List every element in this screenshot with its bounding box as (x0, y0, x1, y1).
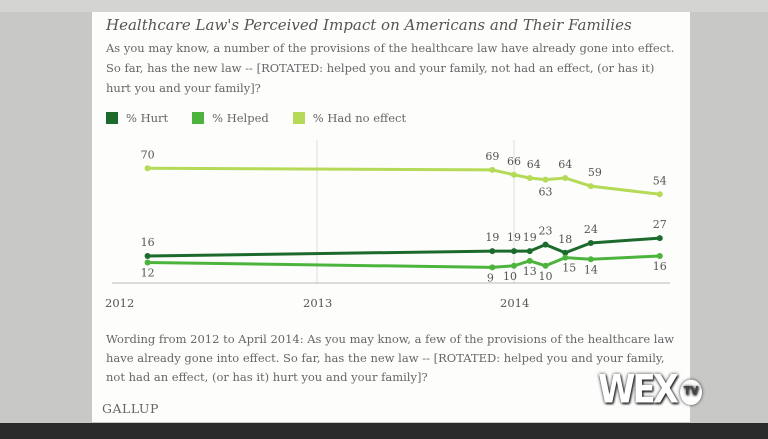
legend-label: % Hurt (126, 111, 169, 125)
data-point (144, 165, 151, 172)
data-point (542, 262, 549, 269)
logo-text: WEX (598, 367, 679, 413)
data-label: 18 (558, 233, 572, 246)
data-label: 19 (523, 231, 537, 244)
data-label: 23 (539, 225, 553, 238)
data-point (542, 176, 549, 183)
data-label: 19 (485, 231, 499, 244)
data-point (562, 175, 569, 181)
data-label: 19 (507, 231, 521, 244)
chart-card: Healthcare Law's Perceived Impact on Ame… (92, 12, 690, 422)
wording-footnote: Wording from 2012 to April 2014: As you … (106, 332, 675, 384)
data-point (511, 262, 517, 269)
data-point (511, 171, 517, 178)
data-label: 66 (507, 155, 521, 168)
data-point (656, 235, 663, 242)
series-line (147, 254, 660, 269)
data-label: 15 (562, 262, 576, 275)
data-label: 54 (653, 174, 667, 187)
wex-tv-logo: WEX TV (598, 367, 702, 413)
legend-label: % Helped (212, 111, 269, 125)
data-point (562, 249, 569, 256)
data-label: 10 (503, 270, 517, 283)
data-point (562, 254, 569, 261)
data-label: 27 (653, 218, 667, 231)
data-label: 12 (141, 267, 155, 280)
data-label: 13 (523, 265, 537, 278)
legend-item-hurt: % Hurt (106, 111, 168, 125)
data-point (526, 175, 533, 181)
data-point (526, 248, 533, 255)
legend-item-no-effect: % Had no effect (292, 111, 407, 125)
chart-title: Healthcare Law's Perceived Impact on Ame… (106, 16, 632, 34)
data-label: 14 (584, 263, 598, 276)
data-label: 70 (141, 148, 155, 161)
legend: % Hurt % Helped % Had no effect (106, 111, 406, 125)
gallup-logo: GALLUP (102, 401, 159, 416)
legend-label: % Had no effect (312, 111, 407, 125)
data-point (144, 253, 151, 259)
x-tick-label: 2014 (500, 296, 529, 310)
series-line (147, 236, 660, 258)
series-line (147, 166, 660, 196)
data-label: 10 (539, 270, 553, 283)
data-point (511, 248, 517, 255)
data-point (656, 253, 663, 259)
data-label: 69 (485, 150, 499, 163)
data-point (542, 241, 549, 248)
blurred-background (0, 0, 768, 12)
logo-tv-badge: TV (679, 379, 702, 405)
data-label: 9 (487, 271, 494, 284)
x-tick-label: 2012 (105, 296, 134, 310)
data-point (144, 259, 151, 266)
data-point (526, 257, 533, 264)
legend-swatch-helped (192, 112, 205, 124)
legend-item-helped: % Helped (192, 111, 269, 125)
legend-swatch-no-effect (292, 112, 305, 124)
chart-subtitle: As you may know, a number of the provisi… (106, 41, 675, 95)
broadcast-strip (0, 423, 768, 439)
data-label: 63 (539, 186, 553, 199)
data-point (489, 264, 496, 271)
data-point (656, 191, 663, 198)
data-label: 24 (584, 223, 598, 236)
data-label: 64 (558, 158, 572, 171)
data-point (489, 248, 496, 255)
data-label: 16 (141, 236, 155, 249)
data-point (587, 256, 594, 263)
x-tick-label: 2013 (303, 296, 332, 310)
data-label: 64 (527, 158, 541, 171)
data-point (587, 240, 594, 246)
data-point (587, 183, 594, 190)
data-label: 16 (653, 260, 667, 273)
data-label: 59 (588, 166, 602, 179)
legend-swatch-hurt (106, 112, 118, 124)
data-point (489, 166, 496, 173)
